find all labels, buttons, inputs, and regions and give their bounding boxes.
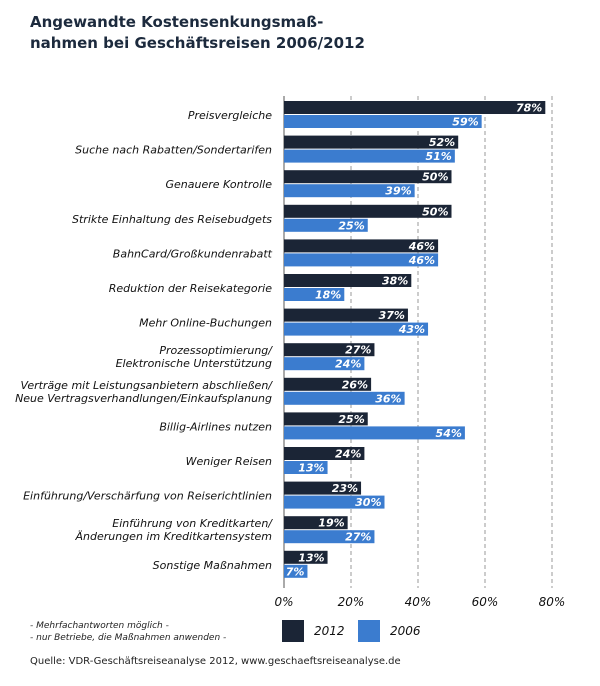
bar-value-label-2006: 24% bbox=[335, 358, 361, 371]
bar-2012 bbox=[284, 550, 328, 564]
bar-2012 bbox=[284, 447, 365, 460]
category-label: Mehr Online-Buchungen bbox=[139, 317, 272, 330]
bar-2006 bbox=[284, 391, 405, 405]
bar-2006 bbox=[284, 530, 375, 544]
bar-value-label-2006: 51% bbox=[426, 150, 452, 163]
category-label: Reduktion der Reisekategorie bbox=[109, 282, 273, 295]
bar-2006 bbox=[284, 218, 368, 232]
category-label-line: Neue Vertragsverhandlungen/Einkaufsplanu… bbox=[15, 392, 272, 405]
bar-2012 bbox=[284, 412, 368, 426]
bar-value-label-2012: 52% bbox=[429, 136, 455, 149]
source-note: Quelle: VDR-Geschäftsreiseanalyse 2012, … bbox=[30, 656, 401, 667]
bar-value-label-2006: 46% bbox=[408, 254, 435, 267]
bar-2012 bbox=[284, 204, 452, 218]
bar-value-label-2012: 23% bbox=[332, 482, 358, 495]
bar-value-label-2012: 13% bbox=[298, 551, 324, 564]
chart-title-line-2: nahmen bei Geschäftsreisen 2006/2012 bbox=[30, 34, 365, 52]
bar-value-label-2006: 27% bbox=[345, 531, 371, 544]
bar-value-label-2012: 50% bbox=[422, 171, 448, 184]
footnotes: - Mehrfachantworten möglich - - nur Betr… bbox=[30, 620, 226, 644]
bar-value-label-2006: 36% bbox=[375, 392, 401, 405]
legend-swatch-2012 bbox=[282, 620, 304, 642]
bar-value-label-2012: 27% bbox=[345, 344, 371, 357]
bar-value-label-2006: 30% bbox=[355, 496, 381, 509]
bar-2006 bbox=[284, 184, 415, 198]
bar-value-label-2012: 19% bbox=[318, 517, 344, 530]
bar-value-label-2006: 39% bbox=[385, 185, 411, 198]
bar-2012 bbox=[284, 170, 452, 184]
category-label: Billig-Airlines nutzen bbox=[159, 420, 272, 433]
bar-value-label-2006: 13% bbox=[298, 462, 324, 475]
chart-title-line-1: Angewandte Kostensenkungsmaß- bbox=[30, 13, 324, 31]
category-label: Strikte Einhaltung des Reisebudgets bbox=[72, 213, 272, 226]
bar-2012 bbox=[284, 481, 362, 495]
category-label-line: Einführung von Kreditkarten/ bbox=[112, 517, 273, 530]
bar-2012 bbox=[284, 516, 348, 530]
bar-value-label-2012: 46% bbox=[408, 240, 435, 253]
bar-value-label-2006: 18% bbox=[315, 289, 341, 302]
bar-value-label-2012: 37% bbox=[379, 309, 405, 322]
bar-value-label-2012: 38% bbox=[382, 275, 408, 288]
legend-swatch-2006 bbox=[358, 620, 380, 642]
bar-value-label-2006: 59% bbox=[452, 116, 478, 129]
bar-2012 bbox=[284, 101, 546, 114]
x-tick-label: 20% bbox=[338, 595, 365, 609]
bar-2012 bbox=[284, 274, 412, 287]
category-label: Preisvergleiche bbox=[188, 109, 272, 122]
category-label: Einführung/Verschärfung von Reiserichtli… bbox=[23, 490, 272, 503]
x-tick-label: 40% bbox=[405, 595, 432, 609]
chart-title: Angewandte Kostensenkungsmaß- nahmen bei… bbox=[30, 12, 570, 54]
bar-value-label-2006: 43% bbox=[398, 323, 425, 336]
legend-label-2006: 2006 bbox=[390, 624, 421, 638]
bar-2012 bbox=[284, 343, 375, 357]
category-label-line: Verträge mit Leistungsanbietern abschlie… bbox=[20, 379, 273, 392]
category-label-line: Elektronische Unterstützung bbox=[116, 357, 272, 370]
bar-2006 bbox=[284, 288, 345, 301]
category-label: BahnCard/Großkundenrabatt bbox=[113, 247, 273, 260]
bar-2006 bbox=[284, 253, 439, 267]
bar-2006 bbox=[284, 495, 385, 509]
bar-value-label-2012: 25% bbox=[338, 413, 364, 426]
category-label-line: Prozessoptimierung/ bbox=[159, 344, 273, 357]
x-tick-label: 60% bbox=[472, 595, 499, 609]
bar-2006 bbox=[284, 149, 455, 163]
bar-2006 bbox=[284, 461, 328, 474]
bar-2012 bbox=[284, 239, 439, 253]
bar-2012 bbox=[284, 377, 372, 391]
footnote-multiple-answers: - Mehrfachantworten möglich - bbox=[30, 621, 169, 631]
category-label-line: Änderungen im Kreditkartensystem bbox=[74, 530, 272, 543]
bar-value-label-2012: 26% bbox=[342, 378, 368, 391]
bar-value-label-2012: 78% bbox=[516, 102, 542, 115]
bar-2006 bbox=[284, 115, 482, 128]
bar-2006 bbox=[284, 357, 365, 371]
legend-label-2012: 2012 bbox=[314, 624, 345, 638]
bar-2006 bbox=[284, 322, 429, 336]
bar-2006 bbox=[284, 564, 308, 578]
bar-value-label-2012: 24% bbox=[335, 448, 361, 461]
bar-2006 bbox=[284, 426, 465, 440]
category-label: Genauere Kontrolle bbox=[166, 178, 273, 191]
bar-value-label-2012: 50% bbox=[422, 205, 448, 218]
x-tick-label: 0% bbox=[274, 595, 293, 609]
footnote-companies-only: - nur Betriebe, die Maßnahmen anwenden - bbox=[30, 633, 227, 643]
category-label: Sonstige Maßnahmen bbox=[153, 559, 272, 572]
bar-value-label-2006: 54% bbox=[436, 427, 462, 440]
bar-value-label-2006: 25% bbox=[338, 219, 364, 232]
bar-2012 bbox=[284, 135, 459, 149]
category-label: Suche nach Rabatten/Sondertarifen bbox=[75, 144, 272, 157]
bar-2012 bbox=[284, 308, 408, 322]
bar-value-label-2006: 7% bbox=[286, 565, 305, 578]
x-tick-label: 80% bbox=[539, 595, 566, 609]
category-label: Weniger Reisen bbox=[186, 455, 272, 468]
